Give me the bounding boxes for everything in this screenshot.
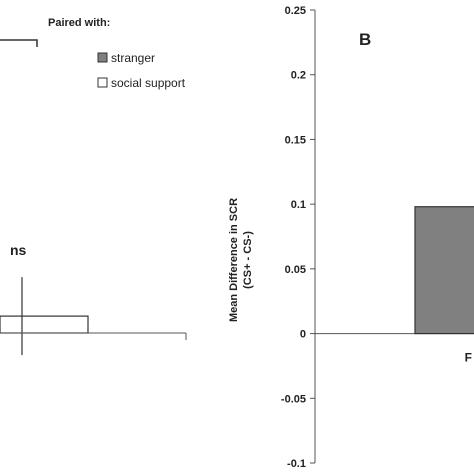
ns-annotation: ns bbox=[10, 242, 27, 258]
y-axis-label-line-2: (CS+ - CS-) bbox=[242, 231, 254, 289]
panel-label-b: B bbox=[359, 30, 371, 49]
bar-stranger bbox=[414, 206, 474, 335]
legend-label-social-support: social support bbox=[111, 76, 186, 90]
y-tick-label: -0.05 bbox=[281, 393, 306, 405]
bar-social-support bbox=[0, 315, 89, 334]
panel-b-bars: F bbox=[414, 206, 474, 365]
legend-swatch-social-support bbox=[97, 77, 108, 88]
panel-a: ns bbox=[0, 39, 187, 356]
y-tick-label: 0 bbox=[300, 329, 306, 341]
panel-b: B 0.25 0.2 0.15 0.1 0.05 0 -0.05 -0.1 F Mean Di… bbox=[228, 5, 474, 470]
y-tick-label: 0.2 bbox=[291, 70, 306, 82]
y-tick-label: 0.15 bbox=[285, 134, 306, 146]
legend: Paired with: stranger social support bbox=[48, 17, 186, 90]
y-axis-label-line-1: Mean Difference in SCR bbox=[228, 198, 240, 322]
x-category-label: F bbox=[465, 351, 472, 365]
legend-label-stranger: stranger bbox=[111, 51, 155, 65]
y-tick-label: 0.25 bbox=[285, 5, 306, 17]
y-tick-label: -0.1 bbox=[287, 458, 306, 470]
legend-title: Paired with: bbox=[48, 17, 110, 29]
significance-bracket bbox=[0, 39, 38, 47]
legend-swatch-stranger bbox=[97, 52, 108, 63]
y-tick-label: 0.1 bbox=[291, 199, 306, 211]
y-tick-label: 0.05 bbox=[285, 264, 306, 276]
